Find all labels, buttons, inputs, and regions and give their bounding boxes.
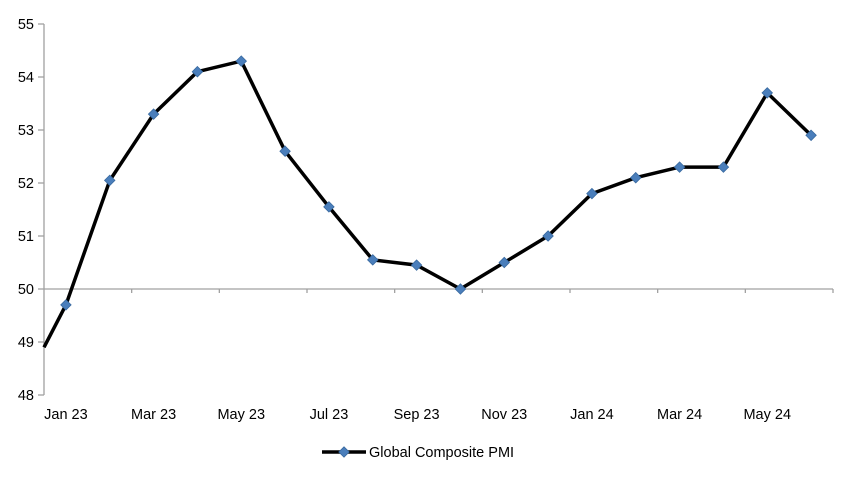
- x-axis-label: Mar 24: [657, 407, 702, 423]
- y-axis-label: 54: [18, 70, 34, 86]
- data-point-marker-icon: [60, 299, 72, 311]
- data-point-marker-icon: [805, 129, 817, 142]
- data-point-marker-icon: [629, 171, 642, 184]
- y-axis-label: 50: [18, 282, 34, 298]
- y-axis-label: 51: [18, 229, 34, 245]
- data-point-marker-icon: [717, 161, 730, 173]
- x-axis-label: May 24: [743, 407, 791, 423]
- legend: Global Composite PMI: [322, 445, 514, 461]
- data-point-marker-icon: [410, 259, 423, 271]
- y-axis-label: 48: [18, 388, 34, 404]
- data-point-marker-icon: [191, 65, 204, 78]
- legend-diamond-marker-icon: [338, 446, 350, 458]
- y-axis-label: 52: [18, 176, 34, 192]
- labels-layer: 48 49 50 51 52 53 54 55 Jan 23 Mar 23 May 23 Jul 23…: [18, 17, 791, 423]
- data-point-marker-icon: [498, 256, 511, 269]
- data-point-marker-icon: [761, 87, 774, 99]
- x-axis-label: Sep 23: [394, 407, 440, 423]
- pmi-series-line: [42, 59, 813, 349]
- legend-label: Global Composite PMI: [369, 445, 514, 461]
- data-point-marker-icon: [279, 145, 291, 157]
- data-point-marker-icon: [103, 174, 116, 187]
- data-point-marker-icon: [586, 187, 598, 200]
- x-axis-label: Nov 23: [481, 407, 527, 423]
- x-axis-label: Mar 23: [131, 407, 176, 423]
- data-point-marker-icon: [323, 201, 335, 213]
- data-point-marker-icon: [542, 230, 554, 242]
- y-axis-label: 53: [18, 123, 34, 139]
- data-point-marker-icon: [454, 283, 467, 295]
- axes-layer: [38, 23, 834, 396]
- x-axis-label: May 23: [217, 407, 265, 423]
- x-axis-label: Jan 23: [44, 407, 88, 423]
- x-axis-label: Jul 23: [310, 407, 349, 423]
- data-point-marker-icon: [366, 254, 379, 266]
- y-axis-label: 49: [18, 335, 34, 351]
- x-axis-label: Jan 24: [570, 407, 614, 423]
- series-layer: [42, 55, 817, 349]
- data-point-marker-icon: [147, 108, 160, 120]
- data-point-marker-icon: [235, 55, 248, 67]
- data-point-marker-icon: [673, 161, 686, 173]
- y-axis-label: 55: [18, 17, 34, 33]
